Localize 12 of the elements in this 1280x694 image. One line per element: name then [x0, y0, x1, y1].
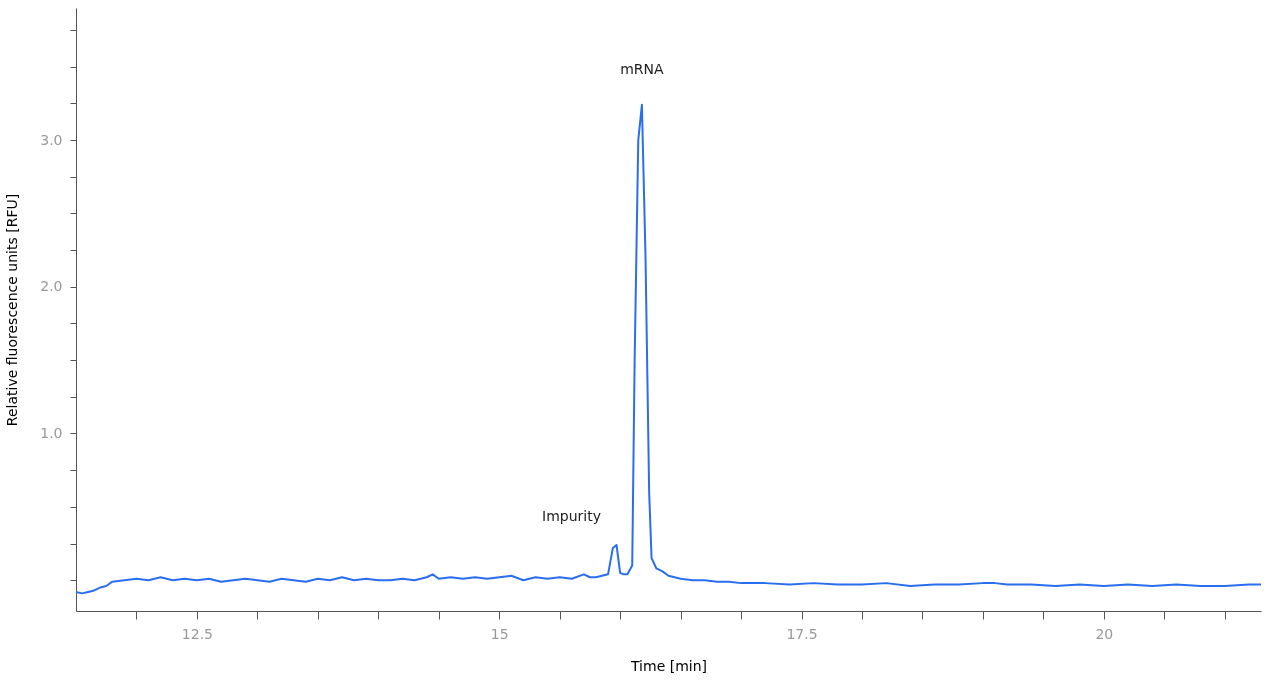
annotation: Impurity [542, 507, 601, 524]
x-tick-label: 17.5 [786, 625, 818, 642]
y-tick-label: 3.0 [40, 131, 63, 148]
y-tick-label: 2.0 [40, 278, 63, 295]
x-tick-label: 15 [490, 625, 509, 642]
x-tick-label: 12.5 [181, 625, 213, 642]
y-tick-label: 1.0 [40, 424, 63, 441]
x-tick-label: 20 [1095, 625, 1114, 642]
x-axis-title: Time [min] [629, 657, 708, 674]
line-series [75, 103, 1262, 595]
y-axis-title: Relative fluorescence units [RFU] [4, 193, 21, 427]
annotation: mRNA [620, 60, 665, 77]
